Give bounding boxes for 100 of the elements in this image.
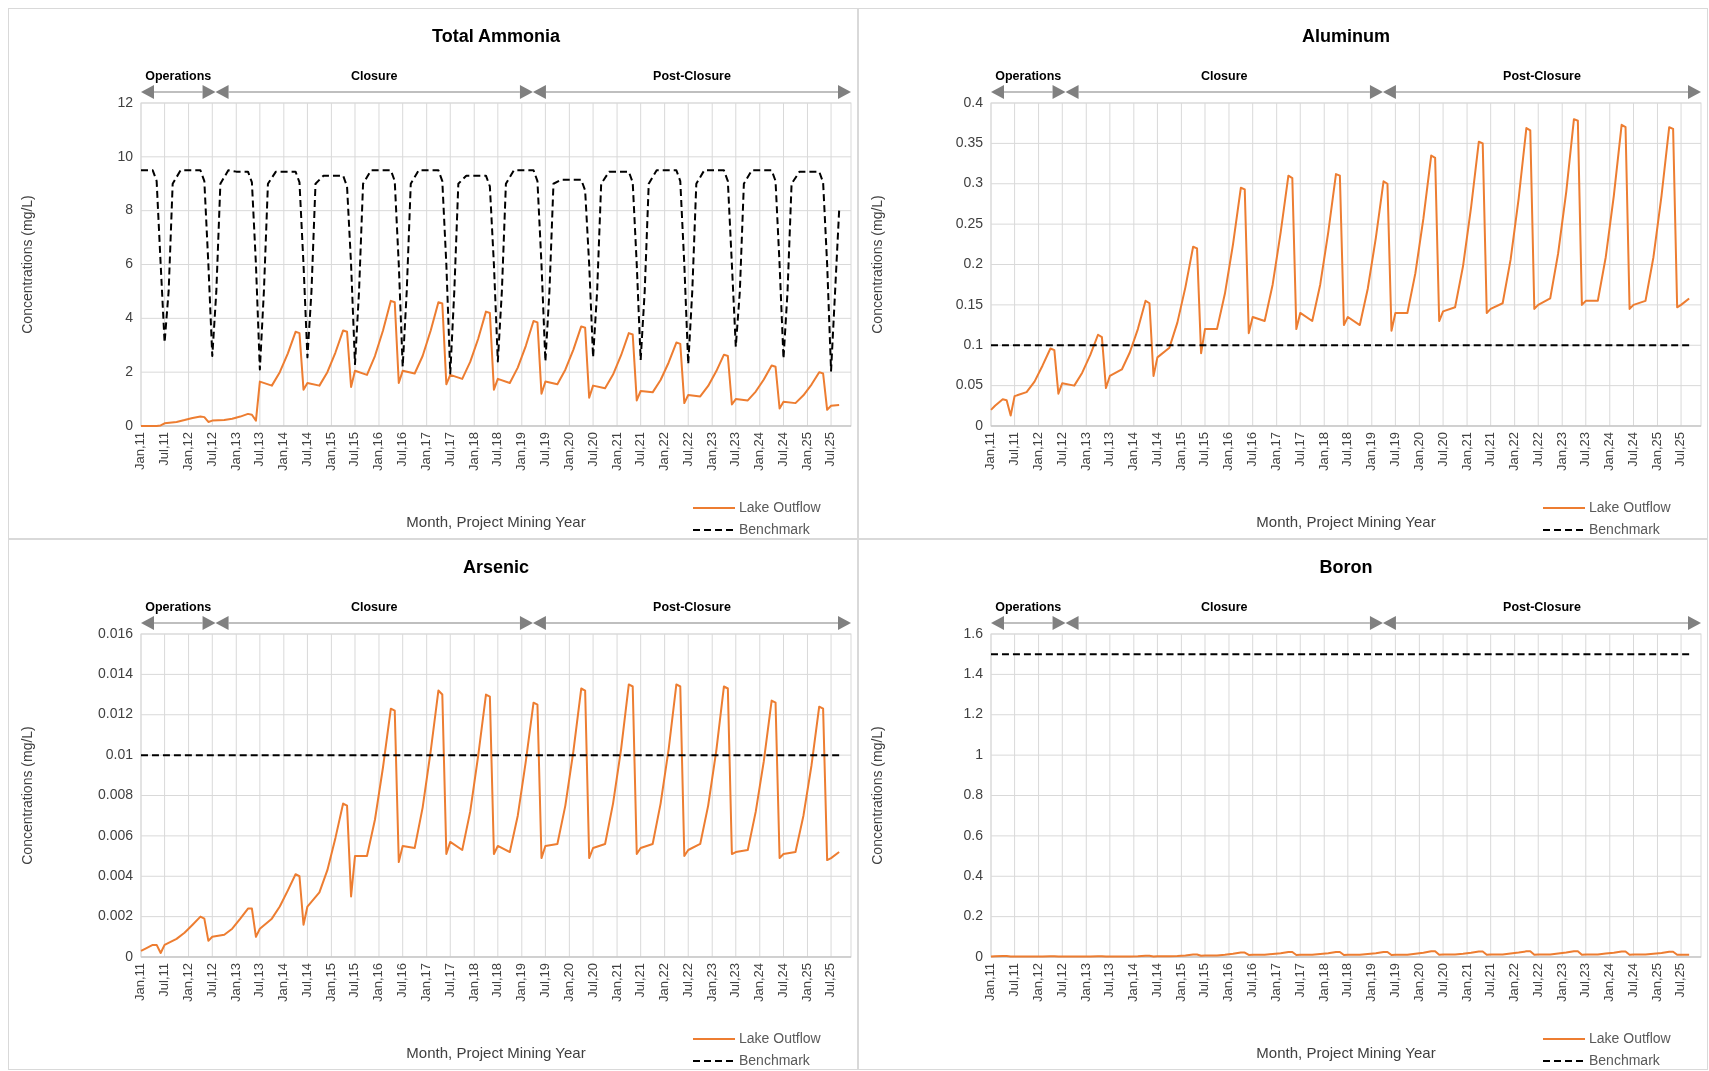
- x-tick-label: Jul,11: [156, 963, 172, 997]
- x-tick-label: Jan,14: [275, 963, 291, 1003]
- x-tick-label: Jul,19: [536, 963, 552, 998]
- line-series: [140, 683, 841, 954]
- y-tick-label: 0.1: [963, 335, 984, 352]
- x-tick-label: Jul,13: [251, 432, 267, 467]
- x-tick-label: Jan,13: [227, 432, 243, 472]
- x-tick-label: Jul,15: [1196, 432, 1212, 467]
- x-tick-label: Jul,18: [489, 963, 505, 998]
- text: Post-Closure: [1503, 69, 1581, 83]
- legend-label: Lake Outflow: [739, 498, 822, 515]
- x-tick-label: Jul,19: [1386, 963, 1402, 998]
- x-tick-label: Jul,14: [1148, 963, 1164, 998]
- x-tick-label: Jul,25: [1672, 963, 1688, 998]
- y-tick-label: 0.35: [955, 134, 984, 151]
- x-tick-label: Jan,21: [608, 432, 624, 472]
- y-tick-label: 0: [125, 416, 134, 433]
- y-tick-label: 10: [117, 147, 134, 164]
- x-tick-label: Jul,11: [1006, 963, 1022, 997]
- y-tick-label: 0.05: [955, 376, 984, 393]
- legend-label: Benchmark: [739, 520, 811, 537]
- x-tick-label: Jan,20: [560, 963, 576, 1003]
- x-tick-label: Jul,11: [1006, 432, 1022, 466]
- x-tick-label: Jul,15: [1196, 963, 1212, 998]
- x-axis-title: Month, Project Mining Year: [1256, 1044, 1436, 1061]
- chart-title: Total Ammonia: [431, 26, 561, 46]
- y-tick-label: 0.004: [97, 866, 134, 883]
- x-tick-label: Jul,17: [441, 432, 457, 467]
- line-series: [990, 118, 1691, 417]
- text: Post-Closure: [653, 69, 731, 83]
- y-tick-label: 0.6: [963, 826, 984, 843]
- y-axis-title: Concentrations (mg/L): [19, 195, 35, 334]
- x-tick-label: Jan,15: [1172, 432, 1188, 472]
- legend-label: Lake Outflow: [1589, 1029, 1672, 1046]
- x-tick-label: Jan,25: [798, 432, 814, 472]
- x-tick-label: Jan,13: [1077, 432, 1093, 472]
- x-tick-label: Jul,25: [822, 963, 838, 998]
- line-series: [140, 169, 841, 375]
- x-tick-label: Jul,25: [1672, 432, 1688, 467]
- y-tick-label: 0.2: [963, 255, 984, 272]
- x-tick-label: Jul,22: [1529, 432, 1545, 467]
- y-axis-title: Concentrations (mg/L): [869, 726, 885, 865]
- y-tick-label: 0.016: [97, 624, 134, 641]
- x-tick-label: Jan,12: [1030, 432, 1046, 472]
- x-tick-label: Jul,21: [1482, 963, 1498, 998]
- x-tick-label: Jan,11: [132, 432, 148, 471]
- x-tick-label: Jan,13: [227, 963, 243, 1003]
- y-tick-label: 0.4: [963, 93, 984, 110]
- text: Closure: [350, 600, 398, 614]
- x-tick-label: Jan,17: [1268, 963, 1284, 1003]
- x-tick-label: Jan,24: [1601, 432, 1617, 472]
- x-tick-label: Jul,12: [203, 963, 219, 998]
- y-tick-label: 1.2: [963, 705, 984, 722]
- x-tick-label: Jan,12: [1030, 963, 1046, 1003]
- x-tick-label: Jan,16: [370, 963, 386, 1003]
- legend-label: Benchmark: [1589, 1051, 1661, 1068]
- x-tick-label: Jul,22: [679, 432, 695, 467]
- y-tick-label: 0.25: [955, 214, 984, 231]
- x-tick-label: Jan,25: [798, 963, 814, 1003]
- x-tick-label: Jan,22: [656, 432, 672, 472]
- y-tick-label: 0.008: [97, 786, 134, 803]
- x-tick-label: Jan,18: [465, 963, 481, 1003]
- x-tick-label: Jan,23: [703, 963, 719, 1003]
- x-tick-label: Jul,24: [1624, 432, 1640, 467]
- x-tick-label: Jan,11: [132, 963, 148, 1002]
- y-tick-label: 0: [125, 947, 134, 964]
- x-tick-label: Jul,12: [1053, 963, 1069, 998]
- x-tick-label: Jul,19: [1386, 432, 1402, 467]
- x-tick-label: Jan,18: [1315, 432, 1331, 472]
- x-tick-label: Jan,15: [322, 963, 338, 1003]
- x-tick-label: Jan,11: [982, 432, 998, 471]
- x-tick-label: Jan,23: [1553, 432, 1569, 472]
- x-tick-label: Jul,21: [632, 432, 648, 467]
- x-tick-label: Jul,11: [156, 432, 172, 466]
- y-tick-label: 8: [125, 201, 134, 218]
- x-tick-label: Jul,12: [1053, 432, 1069, 467]
- x-tick-label: Jul,12: [203, 432, 219, 467]
- y-tick-label: 1: [975, 745, 984, 762]
- x-tick-label: Jan,24: [751, 963, 767, 1003]
- x-tick-label: Jan,23: [1553, 963, 1569, 1003]
- x-tick-label: Jul,15: [346, 432, 362, 467]
- x-tick-label: Jul,21: [632, 963, 648, 998]
- legend-label: Benchmark: [1589, 520, 1661, 537]
- x-tick-label: Jul,18: [489, 432, 505, 467]
- x-tick-label: Jan,22: [1506, 432, 1522, 472]
- x-tick-label: Jan,22: [656, 963, 672, 1003]
- x-tick-label: Jul,15: [346, 963, 362, 998]
- x-tick-label: Jul,16: [394, 432, 410, 467]
- x-tick-label: Jul,16: [394, 963, 410, 998]
- x-tick-label: Jul,25: [822, 432, 838, 467]
- y-tick-label: 0.15: [955, 295, 984, 312]
- x-axis-title: Month, Project Mining Year: [406, 1044, 586, 1061]
- x-tick-label: Jan,20: [1410, 432, 1426, 472]
- text: Closure: [1200, 69, 1248, 83]
- x-tick-label: Jul,20: [1434, 963, 1450, 998]
- x-tick-label: Jan,14: [1125, 963, 1141, 1003]
- x-tick-label: Jan,12: [180, 432, 196, 472]
- x-tick-label: Jul,14: [298, 963, 314, 998]
- chart-title: Aluminum: [1302, 26, 1390, 46]
- x-tick-label: Jul,20: [584, 432, 600, 467]
